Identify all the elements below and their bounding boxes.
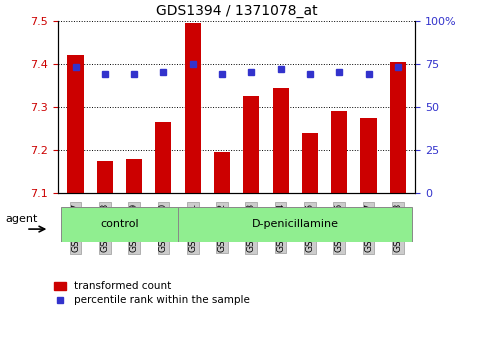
- Bar: [68, 55, 84, 193]
- Bar: [302, 133, 318, 193]
- Text: D-penicillamine: D-penicillamine: [252, 219, 339, 229]
- Bar: [331, 111, 347, 193]
- Text: agent: agent: [6, 215, 38, 224]
- Bar: [185, 23, 201, 193]
- Bar: [97, 161, 113, 193]
- Bar: [126, 159, 142, 193]
- Bar: [214, 152, 230, 193]
- Bar: [61, 207, 178, 242]
- Text: control: control: [100, 219, 139, 229]
- Bar: [272, 88, 289, 193]
- Bar: [178, 207, 412, 242]
- Bar: [360, 118, 377, 193]
- Bar: [243, 96, 259, 193]
- Bar: [156, 122, 171, 193]
- Bar: [390, 62, 406, 193]
- Legend: transformed count, percentile rank within the sample: transformed count, percentile rank withi…: [54, 281, 250, 305]
- Title: GDS1394 / 1371078_at: GDS1394 / 1371078_at: [156, 4, 317, 18]
